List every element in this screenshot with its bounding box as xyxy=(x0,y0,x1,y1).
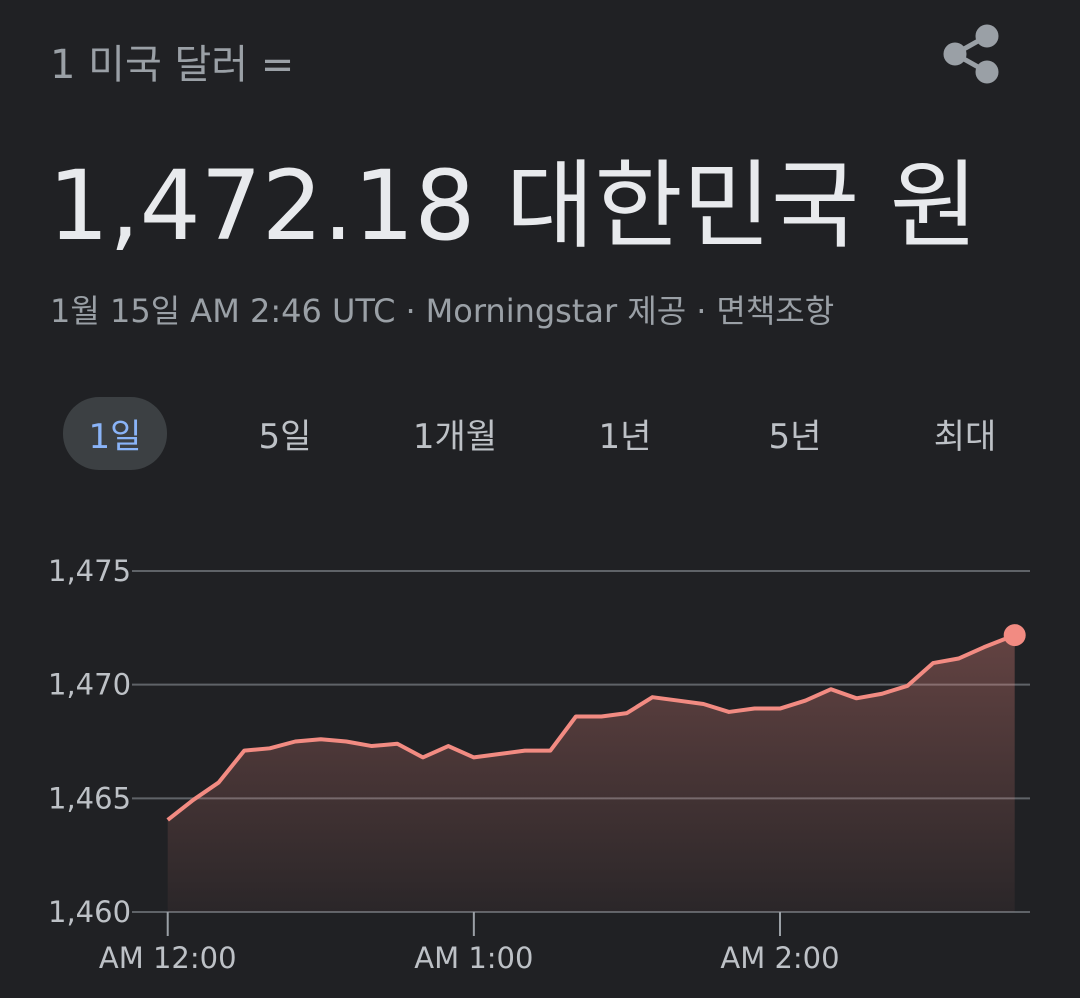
date: 1월 15일 AM 2:46 UTC xyxy=(50,292,396,330)
x-tick-label: AM 2:00 xyxy=(720,941,839,975)
tab-label: 1개월 xyxy=(412,416,498,457)
x-tick-label: AM 1:00 xyxy=(414,941,533,975)
y-tick-label: 1,465 xyxy=(48,781,131,815)
range-tab[interactable]: 1개월 xyxy=(370,398,540,468)
chart: 1,460 1,465 1,470 1,475 AM 12:00 AM 1:00 AM 2:… xyxy=(48,554,1030,975)
tab-label: 5일 xyxy=(258,416,312,457)
price-line xyxy=(166,633,1016,822)
share-button[interactable] xyxy=(940,24,1002,86)
y-tick-label: 1,460 xyxy=(48,895,131,929)
separator: · xyxy=(405,292,416,330)
y-tick-label: 1,470 xyxy=(48,668,131,702)
range-tab[interactable]: 1일 xyxy=(30,396,200,470)
range-tabs: 1일 5일 1개월 1년 5년 최대 xyxy=(30,396,1050,470)
disclaimer[interactable]: 면책조항 xyxy=(716,292,835,330)
y-tick-label: 1,475 xyxy=(48,554,131,588)
tab-label: 최대 xyxy=(933,416,997,457)
range-tab[interactable]: 5년 xyxy=(710,398,880,468)
tab-label: 1년 xyxy=(598,416,652,457)
range-tab[interactable]: 5일 xyxy=(200,398,370,468)
x-tick-label: AM 12:00 xyxy=(99,941,237,975)
range-tab[interactable]: 1년 xyxy=(540,398,710,468)
rate-amount: 1,472.18 대한민국 원 xyxy=(48,150,979,262)
tab-label: 1일 xyxy=(62,396,168,470)
tab-label: 5년 xyxy=(768,416,822,457)
range-tab[interactable]: 최대 xyxy=(880,398,1050,468)
meta: 1월 15일 AM 2:46 UTC · Morningstar 제공 · 면책조항 xyxy=(50,286,844,332)
source: Morningstar 제공 xyxy=(425,292,687,330)
last-point xyxy=(1003,624,1026,647)
separator: · xyxy=(696,292,707,330)
header-label: 1 미국 달러 = xyxy=(50,42,295,88)
area-fill xyxy=(167,635,1015,912)
